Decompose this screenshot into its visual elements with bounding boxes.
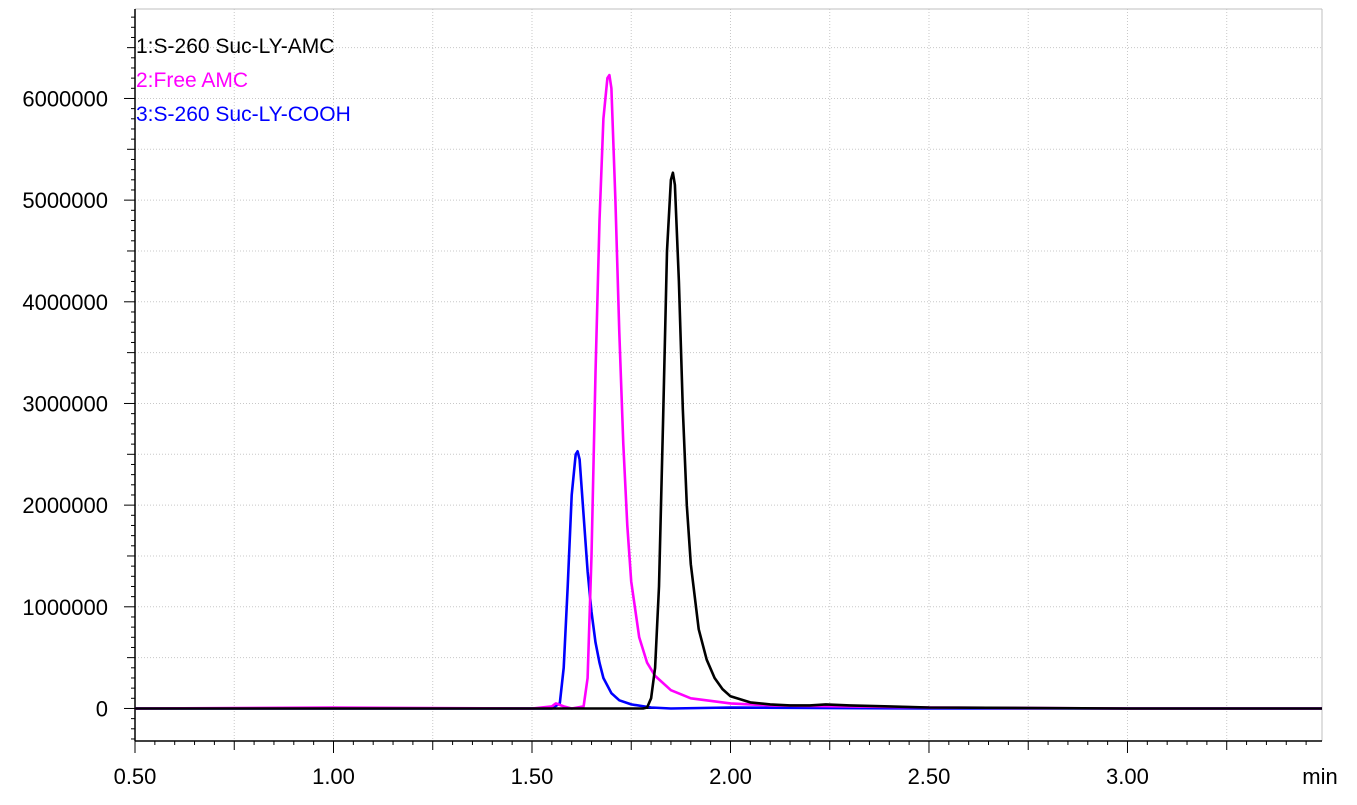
series-line-1	[135, 171, 1322, 710]
x-tick-label: 1.00	[312, 764, 355, 789]
series-lines	[134, 73, 1322, 710]
y-tick-label: 4000000	[22, 290, 108, 315]
series-line-2	[134, 73, 1322, 710]
y-tick-label: 3000000	[22, 391, 108, 416]
legend-entry-2: 2:Free AMC	[136, 69, 248, 92]
x-tick-label: 1.50	[511, 764, 554, 789]
x-tick-label: 2.00	[709, 764, 752, 789]
tick-labels: 0.50 1.00 1.50 2.00 2.50 3.00 0 1000000 2000000 3…	[22, 86, 1149, 789]
legend-entry-3: 3:S-260 Suc-LY-COOH	[136, 103, 351, 126]
axes	[134, 8, 1323, 742]
y-tick-label: 0	[96, 696, 108, 721]
y-tick-label: 5000000	[22, 188, 108, 213]
x-tick-label: 0.50	[114, 764, 157, 789]
series-line-3	[135, 449, 1322, 710]
x-tick-label: 2.50	[908, 764, 951, 789]
x-axis-unit-label: min	[1302, 764, 1337, 789]
y-tick-label: 1000000	[22, 595, 108, 620]
y-tick-label: 2000000	[22, 493, 108, 518]
x-tick-label: 3.00	[1106, 764, 1149, 789]
tick-marks	[124, 16, 1307, 753]
legend: 1:S-260 Suc-LY-AMC 2:Free AMC 3:S-260 Suc-…	[136, 35, 351, 126]
legend-entry-1: 1:S-260 Suc-LY-AMC	[136, 35, 334, 58]
y-tick-label: 6000000	[22, 86, 108, 111]
